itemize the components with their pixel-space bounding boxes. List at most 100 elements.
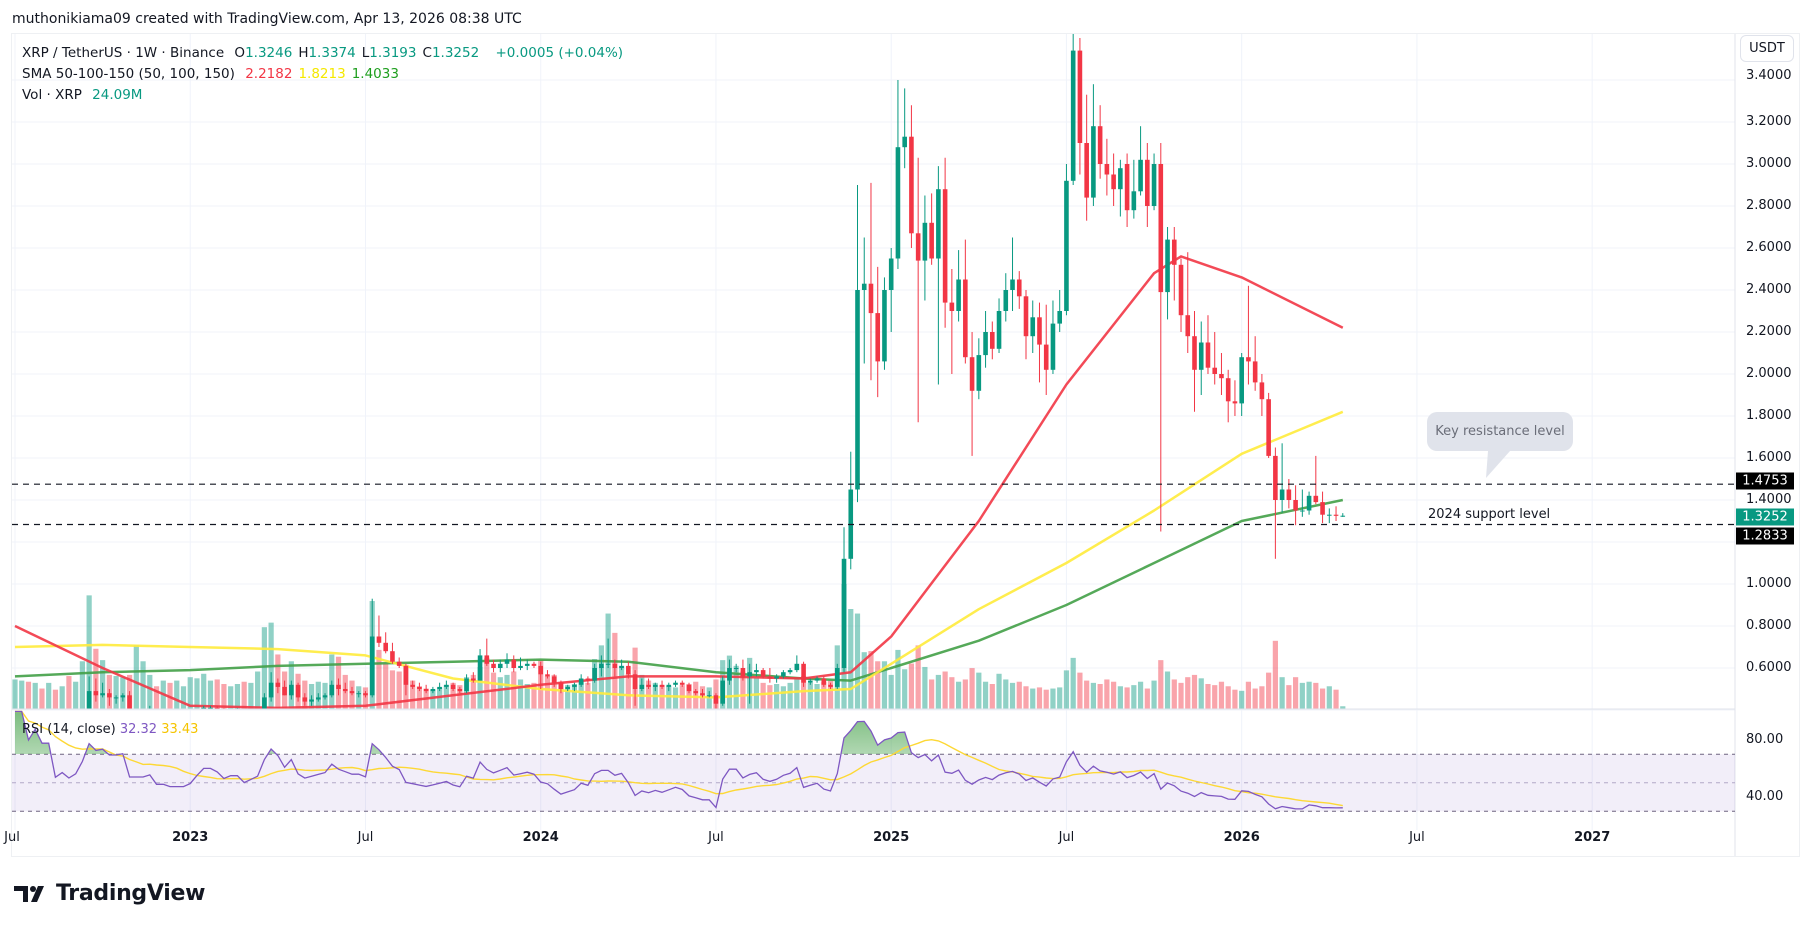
volume-bar [133,645,139,709]
candle [538,661,544,689]
volume-bar [187,677,193,709]
time-tick-label: 2027 [1574,830,1611,845]
tradingview-logo[interactable]: TradingView [14,881,205,906]
candle-body [511,659,517,668]
candle-body [1023,296,1029,337]
sma-legend[interactable]: SMA 50-100-150 (50, 100, 150) 2.2182 1.82… [22,66,411,82]
support-label[interactable]: 2024 support level [1428,507,1551,522]
volume-legend[interactable]: Vol · XRP 24.09M [22,87,148,103]
time-tick-label: Jul [1409,830,1425,845]
candle [969,332,975,456]
candle-body [781,672,786,677]
candle-body [518,665,523,668]
candle [1151,153,1157,211]
candle-body [195,714,200,720]
candle-body [1225,378,1231,402]
candle [693,689,699,696]
candle-body [282,686,287,696]
candle-body [1178,264,1184,316]
candle-body [268,682,274,698]
candle-body [113,697,119,699]
candle [592,663,597,683]
sma150-line [14,498,1344,682]
volume-bar [794,679,800,709]
candle [760,668,766,679]
price-tick-label: 1.8000 [1746,408,1792,423]
candle-body [356,693,362,695]
candle [733,663,739,673]
candle-body [787,670,793,673]
candle [356,691,362,698]
candle-body [936,189,941,259]
candle-body [1246,357,1251,362]
ohlc-key-l: L [361,45,370,61]
volume-bar [147,674,153,709]
candle [1252,336,1258,391]
candle [423,684,429,694]
candle-body [1185,315,1191,337]
candle-body [990,332,995,349]
candle [86,676,92,709]
candle-body [1124,164,1130,211]
candle-body [855,290,860,490]
volume-bar [760,682,766,709]
candle-body [619,665,624,668]
volume-bar [902,669,908,709]
resistance-callout[interactable]: Key resistance level [1427,412,1573,451]
candle [915,157,921,423]
ohlc-value-o: 1.3246 [245,45,293,61]
candle-body [450,684,456,689]
candle-body [249,714,254,716]
chart-frame [11,33,1800,857]
candle [396,657,402,668]
price-tick-label: 1.0000 [1746,576,1792,591]
candle [1205,315,1211,374]
price-tick-label: 2.2000 [1746,324,1792,339]
volume-bar [558,681,564,709]
candle-body [1010,279,1015,290]
volume-bar [814,684,820,709]
volume-bar [1164,671,1171,709]
volume-bar [19,680,25,709]
candle [1030,300,1036,353]
candle [262,693,267,709]
candle-body [949,302,955,311]
candle [1340,513,1346,517]
candle [1118,159,1123,217]
volume-bar [228,686,234,709]
candle-body [1219,374,1224,379]
candle [1084,94,1089,221]
candle-body [1016,279,1022,297]
candle-body [646,684,651,687]
candle-body [1104,164,1110,175]
volume-bar [410,680,416,709]
candle-body [423,689,429,692]
candle-body [727,668,732,681]
symbol-title[interactable]: XRP / TetherUS · 1W · Binance [22,45,225,61]
volume-bar [666,686,672,709]
candle-body [336,684,341,689]
candle-body [841,558,847,668]
candle-body [700,693,705,696]
tradingview-logo-icon [14,885,44,902]
candle [242,712,247,718]
candle [531,661,537,668]
candle [922,195,928,301]
candle [882,277,887,370]
candle-body [679,682,685,685]
rsi-legend[interactable]: RSI (14, close) 32.32 33.43 [22,722,198,737]
volume-bar [1212,685,1218,709]
candle [504,653,510,668]
currency-button[interactable]: USDT [1740,35,1794,62]
candle-body [861,283,867,290]
bubble-tail [1486,451,1510,478]
candle-body [605,663,611,665]
candle [444,680,449,689]
candle [437,682,442,692]
candle-body [1333,514,1339,516]
candle-body [1057,311,1062,324]
candle [814,676,820,683]
sma-lines [14,255,1344,709]
volume-bar [1185,677,1191,709]
